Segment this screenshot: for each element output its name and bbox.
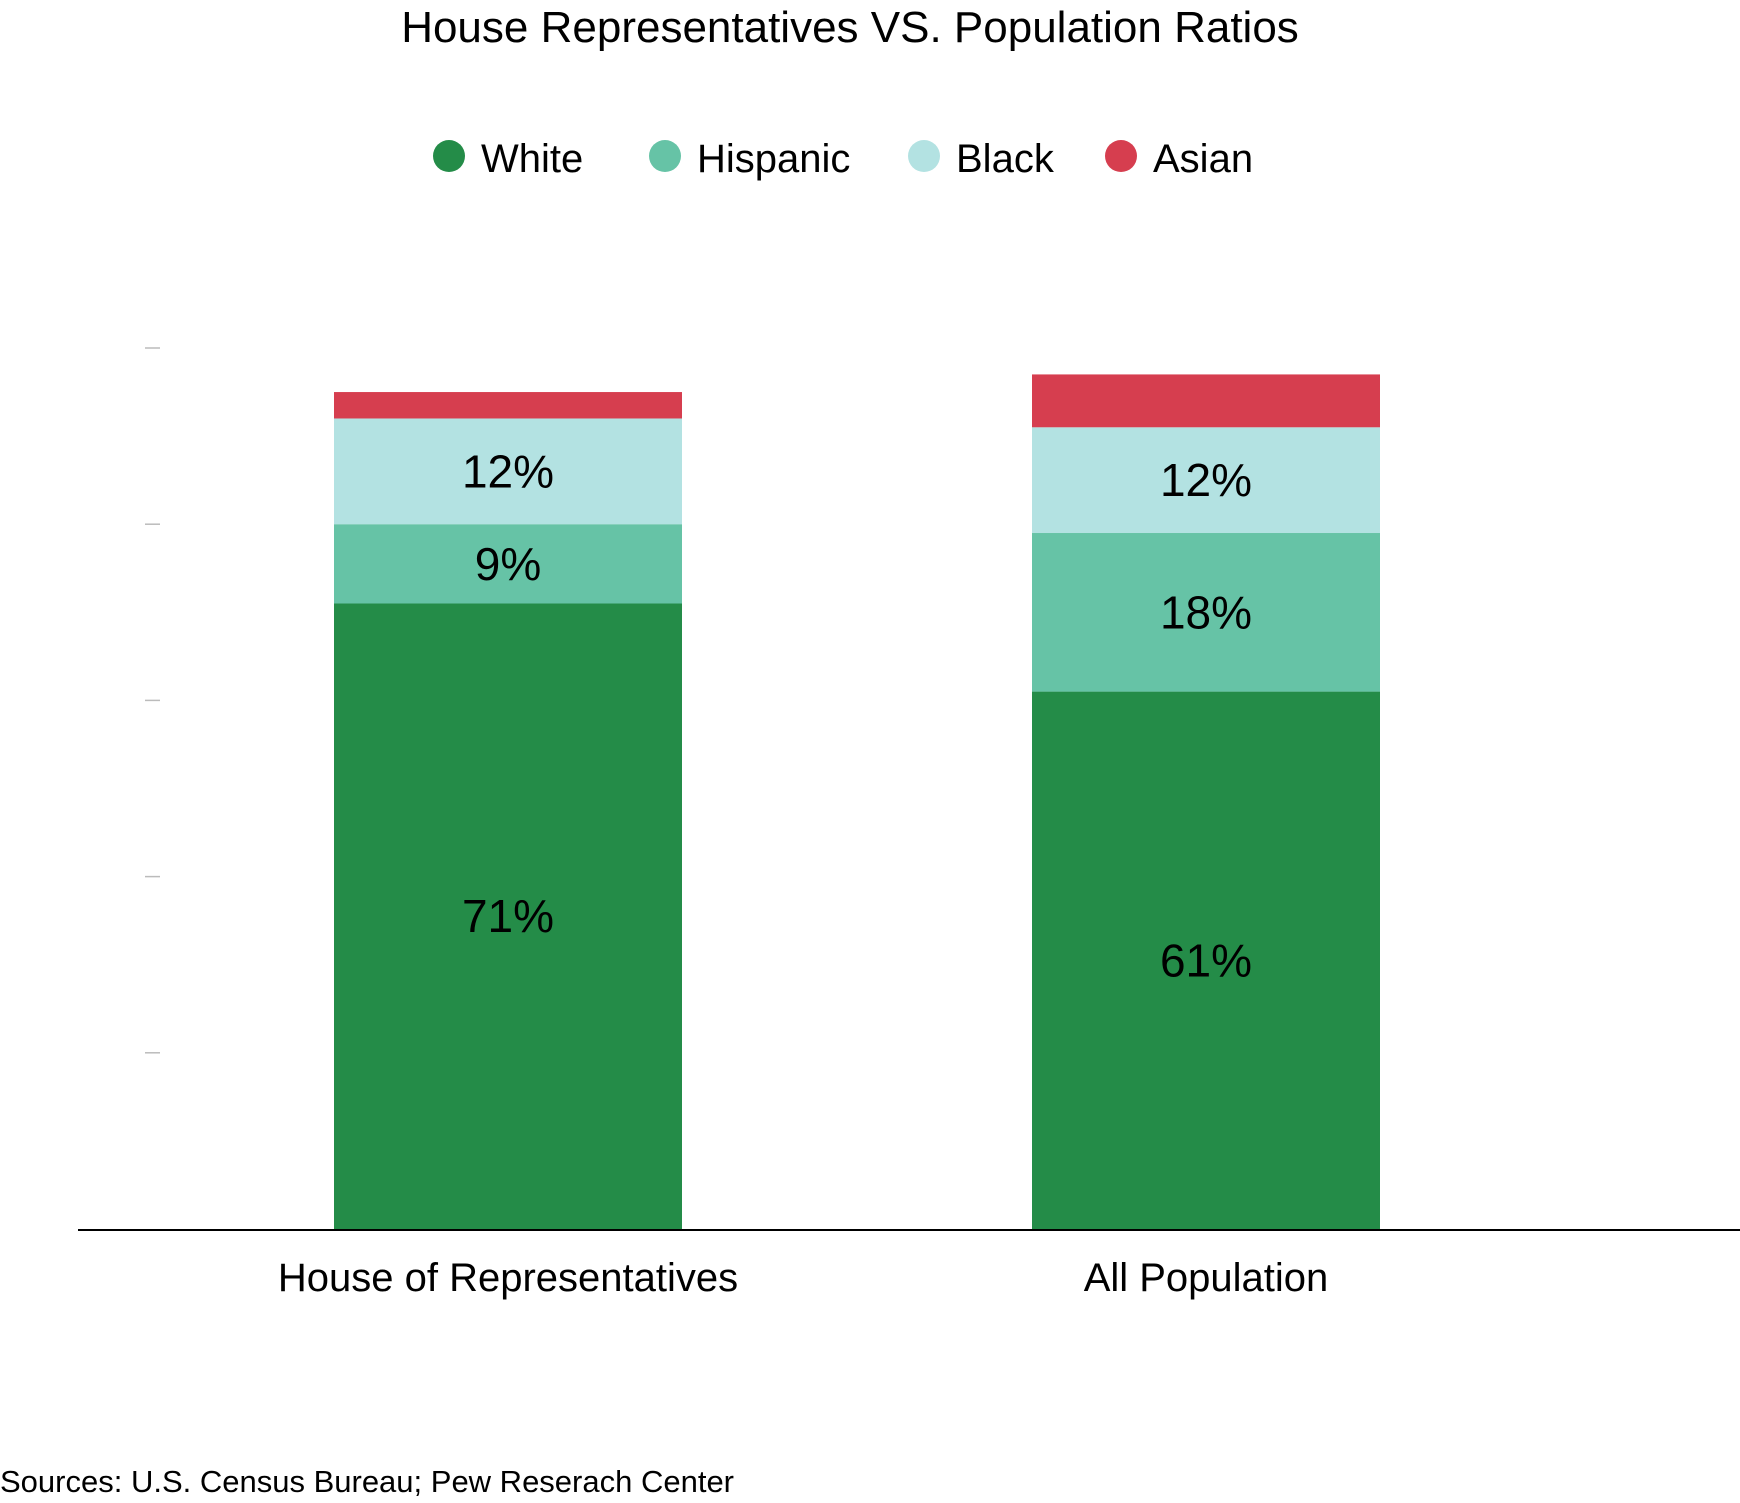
bar-segment-asian xyxy=(1032,374,1380,428)
y-axis-ticks xyxy=(145,347,160,1054)
legend-entry: Asian xyxy=(1105,137,1253,181)
legend-swatch xyxy=(649,140,681,172)
legend-swatch xyxy=(1105,140,1137,172)
legend-entry: White xyxy=(433,137,583,181)
x-tick-label: All Population xyxy=(1084,1256,1329,1300)
data-label: 9% xyxy=(475,538,541,590)
bars: 71% 9% 12% 61% 18% 12% xyxy=(334,374,1380,1229)
bar-segment-hispanic xyxy=(1032,533,1380,692)
bar-segment-white xyxy=(334,603,682,1229)
source-note: Sources: U.S. Census Bureau; Pew Reserac… xyxy=(0,1464,734,1499)
data-label: 18% xyxy=(1160,586,1252,638)
legend-label: Black xyxy=(956,137,1055,181)
bar-segment-hispanic xyxy=(334,524,682,604)
legend-swatch xyxy=(433,140,465,172)
legend-label: Hispanic xyxy=(697,137,850,181)
legend-label: Asian xyxy=(1153,137,1253,181)
bar-segment-black xyxy=(334,418,682,525)
data-label: 71% xyxy=(462,890,554,942)
legend-swatch xyxy=(908,140,940,172)
bar-segment-black xyxy=(1032,427,1380,534)
x-tick-label: House of Representatives xyxy=(278,1256,738,1300)
legend-label: White xyxy=(481,137,583,181)
bar-segment-white xyxy=(1032,691,1380,1229)
data-label: 12% xyxy=(1160,454,1252,506)
legend-entry: Black xyxy=(908,137,1055,181)
bar-stack: 71% 9% 12% xyxy=(334,392,682,1229)
bar-stack: 61% 18% 12% xyxy=(1032,374,1380,1229)
bar-segment-asian xyxy=(334,392,682,419)
legend-entry: Hispanic xyxy=(649,137,850,181)
data-label: 12% xyxy=(462,445,554,497)
x-axis-labels: House of Representatives All Population xyxy=(278,1256,1328,1300)
legend: White Hispanic Black Asian xyxy=(433,137,1253,181)
chart-title: House Representatives VS. Population Rat… xyxy=(401,3,1299,52)
data-label: 61% xyxy=(1160,934,1252,986)
